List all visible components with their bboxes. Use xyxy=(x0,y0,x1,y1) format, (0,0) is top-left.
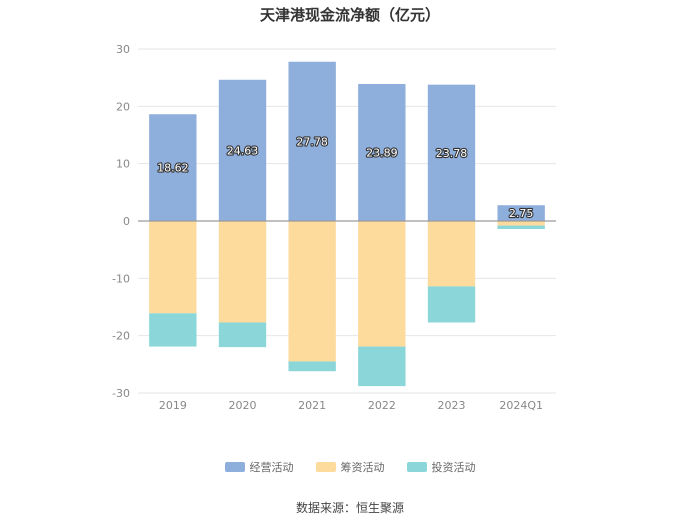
y-tick-label: 10 xyxy=(116,158,130,171)
x-tick-label: 2020 xyxy=(229,399,257,412)
y-tick-label: -20 xyxy=(112,330,130,343)
legend: 经营活动 筹资活动 投资活动 xyxy=(0,459,700,475)
legend-swatch xyxy=(315,462,336,472)
legend-label: 经营活动 xyxy=(249,461,294,474)
bar-segment xyxy=(149,221,197,314)
bar-segment xyxy=(149,313,197,347)
data-label: 27.78 xyxy=(296,135,328,148)
bar-segment xyxy=(427,84,476,221)
legend-swatch xyxy=(224,462,245,472)
bar-segment xyxy=(149,114,197,221)
bar-segment xyxy=(358,221,406,347)
bar-segment xyxy=(497,221,545,226)
y-tick-label: 30 xyxy=(116,43,130,56)
data-label: 23.78 xyxy=(436,147,468,160)
legend-item[interactable]: 投资活动 xyxy=(406,459,476,475)
legend-item[interactable]: 经营活动 xyxy=(224,459,294,475)
data-label: 24.63 xyxy=(227,144,259,157)
data-source: 数据来源：恒生聚源 xyxy=(295,501,404,515)
legend-label: 投资活动 xyxy=(431,461,476,474)
bar-segment xyxy=(358,346,406,387)
bar-segment xyxy=(497,205,545,221)
bar-segment xyxy=(218,322,267,348)
y-tick-label: 0 xyxy=(123,215,130,228)
y-tick-label: 20 xyxy=(116,100,130,113)
x-tick-label: 2023 xyxy=(438,399,466,412)
bar-segment xyxy=(288,61,336,222)
legend-label: 筹资活动 xyxy=(340,461,385,474)
y-tick-label: -10 xyxy=(112,272,130,285)
chart-title: 天津港现金流净额（亿元） xyxy=(259,6,440,24)
bar-segment xyxy=(427,286,476,323)
legend-swatch xyxy=(406,462,427,472)
x-tick-label: 2019 xyxy=(159,399,187,412)
bar-segment xyxy=(218,221,267,323)
data-label: 2.75 xyxy=(509,207,534,220)
x-tick-label: 2021 xyxy=(298,399,326,412)
bar-segment xyxy=(288,221,336,362)
data-label: 18.62 xyxy=(157,162,189,175)
bar-segment xyxy=(358,84,406,221)
bar-segment xyxy=(427,221,476,287)
legend-item[interactable]: 筹资活动 xyxy=(315,459,385,475)
bar-segment xyxy=(497,225,545,230)
y-tick-label: -30 xyxy=(112,387,130,400)
data-label: 23.89 xyxy=(366,147,398,160)
x-tick-label: 2022 xyxy=(368,399,396,412)
bar-segment xyxy=(218,79,267,222)
bar-segment xyxy=(288,361,336,372)
x-tick-label: 2024Q1 xyxy=(499,399,543,412)
